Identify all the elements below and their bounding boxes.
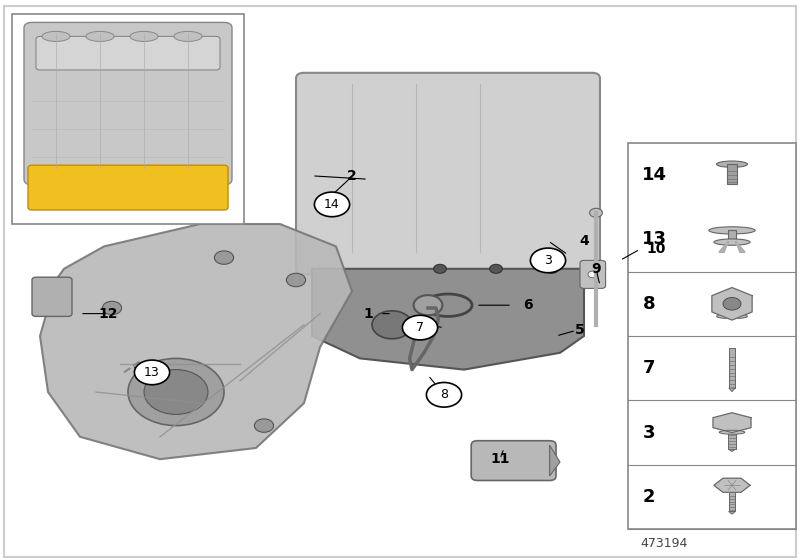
Ellipse shape bbox=[719, 430, 745, 434]
Polygon shape bbox=[728, 449, 736, 451]
Circle shape bbox=[144, 370, 208, 414]
Text: 14: 14 bbox=[642, 166, 667, 184]
Bar bbox=[728, 432, 736, 449]
Text: 13: 13 bbox=[144, 366, 160, 379]
Polygon shape bbox=[312, 269, 584, 370]
Circle shape bbox=[286, 273, 306, 287]
Ellipse shape bbox=[714, 239, 750, 245]
Ellipse shape bbox=[42, 31, 70, 41]
Bar bbox=[729, 486, 735, 511]
Circle shape bbox=[254, 419, 274, 432]
FancyBboxPatch shape bbox=[580, 260, 606, 288]
Text: 13: 13 bbox=[642, 230, 667, 249]
Circle shape bbox=[588, 271, 598, 278]
Text: 5: 5 bbox=[575, 324, 585, 338]
Text: 3: 3 bbox=[544, 254, 552, 267]
Text: 9: 9 bbox=[591, 262, 601, 276]
FancyBboxPatch shape bbox=[24, 22, 232, 185]
Ellipse shape bbox=[590, 208, 602, 217]
Circle shape bbox=[426, 382, 462, 407]
Circle shape bbox=[134, 360, 170, 385]
Circle shape bbox=[530, 248, 566, 273]
Bar bbox=[727, 164, 737, 184]
FancyBboxPatch shape bbox=[296, 73, 600, 274]
FancyBboxPatch shape bbox=[28, 165, 228, 210]
Text: 6: 6 bbox=[523, 298, 533, 312]
Circle shape bbox=[314, 192, 350, 217]
Bar bbox=[728, 230, 736, 241]
FancyBboxPatch shape bbox=[36, 36, 220, 70]
Polygon shape bbox=[713, 413, 751, 433]
Bar bbox=[729, 348, 735, 388]
Circle shape bbox=[128, 358, 224, 426]
Text: 3: 3 bbox=[642, 423, 655, 442]
Polygon shape bbox=[714, 478, 750, 492]
Text: 14: 14 bbox=[324, 198, 340, 211]
Ellipse shape bbox=[717, 314, 747, 319]
Text: 7: 7 bbox=[642, 359, 655, 377]
Ellipse shape bbox=[709, 227, 755, 234]
Circle shape bbox=[214, 251, 234, 264]
Text: 2: 2 bbox=[347, 170, 357, 184]
Circle shape bbox=[414, 295, 442, 315]
Polygon shape bbox=[712, 288, 752, 320]
Text: 1: 1 bbox=[363, 307, 373, 321]
Circle shape bbox=[102, 301, 122, 315]
FancyBboxPatch shape bbox=[32, 277, 72, 316]
Polygon shape bbox=[736, 242, 745, 252]
Text: 473194: 473194 bbox=[640, 536, 688, 550]
Polygon shape bbox=[719, 242, 728, 252]
Circle shape bbox=[490, 264, 502, 273]
FancyBboxPatch shape bbox=[12, 14, 244, 224]
Ellipse shape bbox=[717, 161, 747, 167]
Polygon shape bbox=[729, 388, 735, 391]
Text: 2: 2 bbox=[642, 488, 655, 506]
Text: 12: 12 bbox=[98, 307, 118, 321]
Text: 10: 10 bbox=[646, 242, 666, 256]
Ellipse shape bbox=[174, 31, 202, 41]
Text: 8: 8 bbox=[440, 388, 448, 402]
Text: 4: 4 bbox=[579, 234, 589, 248]
Bar bbox=[628, 143, 796, 529]
Circle shape bbox=[434, 264, 446, 273]
Polygon shape bbox=[729, 511, 735, 514]
Polygon shape bbox=[40, 224, 352, 459]
Ellipse shape bbox=[130, 31, 158, 41]
Ellipse shape bbox=[86, 31, 114, 41]
Circle shape bbox=[402, 315, 438, 340]
Text: 8: 8 bbox=[642, 295, 655, 313]
Circle shape bbox=[372, 311, 412, 339]
Text: 11: 11 bbox=[490, 452, 510, 466]
Text: 7: 7 bbox=[416, 321, 424, 334]
FancyBboxPatch shape bbox=[471, 441, 556, 480]
Polygon shape bbox=[550, 445, 560, 476]
Circle shape bbox=[546, 264, 558, 273]
Circle shape bbox=[723, 297, 741, 310]
